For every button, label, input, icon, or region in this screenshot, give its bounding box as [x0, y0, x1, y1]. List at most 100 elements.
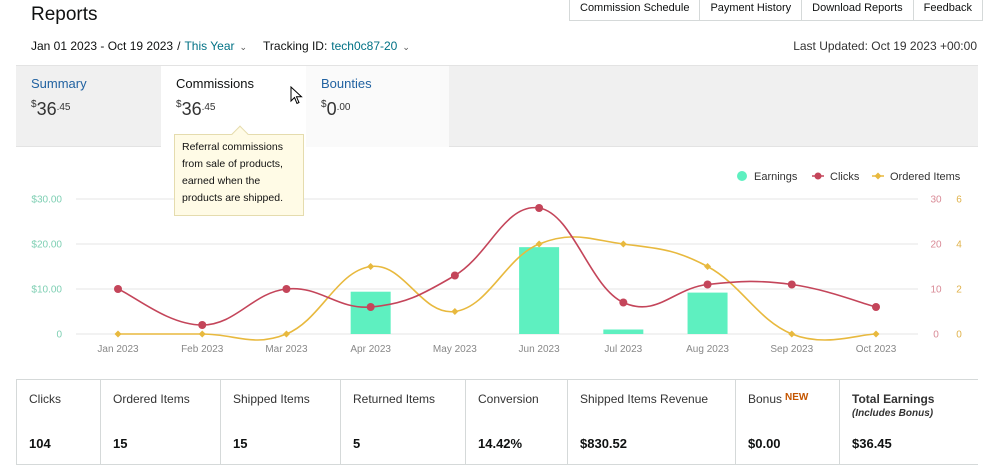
stat-value: $36.45	[176, 99, 216, 119]
chart-svg: 0 $10.00 $20.00 $30.00 0 10 20 30 0 2 4 6 Jan 2023 Fe…	[31, 171, 962, 355]
x-tick-label: Oct 2023	[856, 344, 897, 355]
metric-label: Total Earnings	[852, 392, 935, 406]
stat-label: Summary	[31, 76, 87, 91]
y-tick-label-left: $10.00	[31, 285, 62, 296]
earnings-bar	[603, 329, 644, 334]
tab-commission-schedule[interactable]: Commission Schedule	[569, 0, 701, 21]
ordered-items-point	[788, 330, 796, 338]
stat-tab-bounties[interactable]: Bounties $0.00	[306, 66, 449, 147]
y-tick-label-left: 0	[56, 330, 62, 341]
y-tick-label-left: $30.00	[31, 195, 62, 206]
metric-ordered-items: Ordered Items 15	[100, 380, 220, 464]
metric-value: $36.45	[852, 436, 892, 451]
ordered-items-point	[282, 330, 290, 338]
y-tick-label-left: $20.00	[31, 240, 62, 251]
legend-swatch-earnings	[737, 171, 747, 181]
metric-returned-items: Returned Items 5	[340, 380, 465, 464]
tooltip-line: from sale of products,	[182, 158, 283, 170]
metric-value: $0.00	[748, 436, 781, 451]
ordered-items-point	[872, 330, 880, 338]
stat-value: $0.00	[321, 99, 351, 119]
clicks-point	[282, 285, 291, 293]
y-tick-label-right-clicks: 0	[933, 330, 939, 341]
metric-shipped-items: Shipped Items 15	[220, 380, 340, 464]
period-dropdown[interactable]: This Year ⌄	[184, 39, 247, 53]
metric-conversion: Conversion 14.42%	[465, 380, 567, 464]
earnings-bar	[519, 247, 560, 334]
metric-label: Shipped Items Revenue	[580, 392, 709, 406]
x-tick-label: May 2023	[433, 344, 477, 355]
tracking-id-value: tech0c87-20	[331, 39, 398, 53]
clicks-point	[787, 280, 796, 289]
earnings-bar	[350, 291, 391, 334]
tracking-label: Tracking ID:	[263, 39, 328, 53]
metric-value: 5	[353, 436, 361, 451]
date-range: Jan 01 2023 - Oct 19 2023	[31, 39, 174, 53]
metric-value: 104	[29, 436, 51, 451]
tab-payment-history[interactable]: Payment History	[700, 0, 803, 21]
x-tick-label: Apr 2023	[350, 344, 391, 355]
report-tabs: Commission Schedule Payment History Down…	[569, 0, 983, 21]
x-tick-label: Jan 2023	[97, 344, 139, 355]
stat-value: $36.45	[31, 99, 71, 119]
y-tick-label-right-items: 2	[956, 285, 962, 296]
ordered-items-line	[117, 236, 877, 341]
metric-label: Bonus NEW	[748, 392, 809, 406]
page-title: Reports	[31, 4, 98, 25]
earnings-chart: 0 $10.00 $20.00 $30.00 0 10 20 30 0 2 4 6 Jan 2023 Fe…	[16, 147, 978, 378]
legend-swatch-clicks	[814, 172, 822, 180]
tooltip-line: products are shipped.	[182, 192, 283, 204]
y-tick-label-right-clicks: 30	[930, 195, 942, 206]
tab-feedback[interactable]: Feedback	[913, 0, 983, 21]
metric-label: Conversion	[478, 392, 539, 406]
metric-value: 14.42%	[478, 436, 523, 451]
clicks-point	[535, 204, 544, 212]
filter-row: Jan 01 2023 - Oct 19 2023 / This Year ⌄ T…	[31, 39, 410, 53]
metric-label: Returned Items	[353, 392, 436, 406]
ordered-items-point	[198, 330, 206, 338]
y-tick-label-right-items: 6	[956, 195, 962, 206]
tab-download-reports[interactable]: Download Reports	[802, 0, 914, 21]
tracking-id-dropdown[interactable]: tech0c87-20 ⌄	[331, 39, 410, 53]
x-tick-label: Jul 2023	[604, 344, 642, 355]
legend-label: Earnings	[754, 171, 798, 183]
metric-value: 15	[233, 436, 248, 451]
chevron-down-icon: ⌄	[402, 42, 410, 52]
y-tick-label-right-clicks: 10	[930, 285, 942, 296]
ordered-items-point	[535, 240, 543, 248]
ordered-items-point	[451, 308, 459, 315]
y-tick-label-right-clicks: 20	[930, 240, 942, 251]
summary-tabs: Summary $36.45 Commissions $36.45 Bounti…	[16, 65, 978, 147]
metric-label: Clicks	[29, 392, 61, 406]
clicks-point	[703, 280, 712, 289]
y-tick-label-right-items: 4	[956, 240, 962, 251]
ordered-items-point	[619, 240, 627, 248]
y-tick-label-right-items: 0	[956, 330, 962, 341]
legend-label: Clicks	[830, 171, 860, 183]
tooltip-line: Referral commissions	[182, 141, 283, 153]
legend-label: Ordered Items	[890, 171, 961, 183]
metrics-bar: Clicks 104 Ordered Items 15 Shipped Item…	[16, 379, 978, 465]
x-tick-label: Mar 2023	[265, 344, 308, 355]
clicks-point	[366, 303, 375, 311]
clicks-point	[872, 303, 880, 311]
metric-label: Ordered Items	[113, 392, 190, 406]
clicks-point	[450, 271, 459, 280]
new-badge: NEW	[785, 392, 809, 403]
last-updated: Last Updated: Oct 19 2023 +00:00	[793, 39, 977, 53]
ordered-items-point	[704, 263, 712, 270]
stat-tab-summary[interactable]: Summary $36.45	[16, 66, 161, 147]
legend-swatch-items	[874, 172, 882, 180]
metric-sub: (Includes Bonus)	[852, 408, 934, 419]
metric-shipped-revenue: Shipped Items Revenue $830.52	[567, 380, 735, 464]
mouse-cursor-icon	[290, 86, 303, 105]
clicks-line	[117, 207, 877, 326]
metric-clicks: Clicks 104	[16, 380, 100, 464]
metric-value: $830.52	[580, 436, 627, 451]
chevron-down-icon: ⌄	[239, 42, 248, 52]
stat-label: Commissions	[176, 76, 255, 91]
clicks-point	[198, 321, 207, 329]
tooltip-line: earned when the	[182, 175, 261, 187]
date-separator: /	[177, 39, 181, 53]
